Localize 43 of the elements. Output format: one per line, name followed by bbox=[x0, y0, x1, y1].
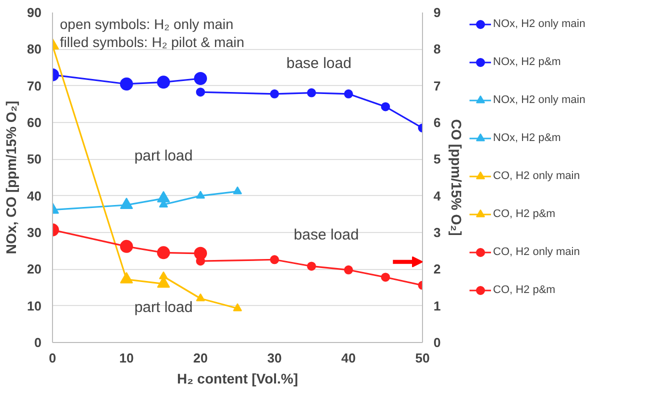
y2-tick-label: 5 bbox=[434, 152, 441, 167]
legend-label: NOx, H2 p&m bbox=[493, 132, 561, 144]
y2-tick-label: 2 bbox=[434, 262, 441, 277]
annotation: open symbols: H₂ only main bbox=[60, 16, 234, 32]
legend-label: NOx, H2 only main bbox=[493, 94, 586, 106]
y-tick-label: 70 bbox=[27, 78, 42, 94]
legend-label: NOx, H2 p&m bbox=[493, 56, 561, 68]
x-tick-label: 0 bbox=[48, 350, 56, 366]
y-axis-title: NOx, CO [ppm/15% O₂] bbox=[3, 100, 20, 254]
legend-label: CO, H2 only main bbox=[493, 246, 580, 258]
x-axis-title: H₂ content [Vol.%] bbox=[176, 370, 298, 386]
y-tick-label: 50 bbox=[27, 152, 42, 167]
x-tick-label: 40 bbox=[341, 350, 356, 366]
annotation: part load bbox=[134, 147, 193, 164]
y2-tick-label: 1 bbox=[434, 298, 441, 314]
y2-tick-label: 6 bbox=[434, 115, 441, 130]
y-tick-label: 20 bbox=[27, 262, 42, 277]
y-tick-label: 0 bbox=[34, 335, 42, 350]
annotation: base load bbox=[294, 226, 359, 244]
x-tick-label: 20 bbox=[193, 350, 208, 366]
annotation: part load bbox=[134, 299, 193, 316]
annotation: base load bbox=[286, 54, 352, 72]
legend-label: CO, H2 p&m bbox=[493, 208, 556, 220]
x-tick-label: 30 bbox=[267, 350, 282, 366]
y-tick-label: 30 bbox=[27, 225, 42, 240]
legend-label: CO, H2 p&m bbox=[493, 284, 556, 296]
y-tick-label: 60 bbox=[27, 115, 42, 130]
y2-tick-label: 9 bbox=[434, 5, 441, 20]
y2-axis-title: CO [ppm/15% O₂] bbox=[448, 119, 465, 236]
x-tick-label: 50 bbox=[415, 350, 430, 366]
y-tick-label: 40 bbox=[27, 188, 42, 204]
y2-tick-label: 4 bbox=[434, 188, 442, 204]
y-tick-label: 90 bbox=[27, 5, 42, 20]
y2-tick-label: 7 bbox=[434, 78, 441, 94]
y-tick-label: 10 bbox=[27, 298, 42, 314]
y2-tick-label: 8 bbox=[434, 42, 441, 57]
x-tick-label: 10 bbox=[119, 350, 134, 366]
legend-label: CO, H2 only main bbox=[493, 170, 580, 182]
y2-tick-label: 3 bbox=[434, 225, 441, 240]
y-tick-label: 80 bbox=[27, 42, 42, 57]
annotation: filled symbols: H₂ pilot & main bbox=[60, 34, 244, 50]
y2-tick-label: 0 bbox=[434, 335, 441, 350]
legend-label: NOx, H2 only main bbox=[493, 18, 586, 30]
